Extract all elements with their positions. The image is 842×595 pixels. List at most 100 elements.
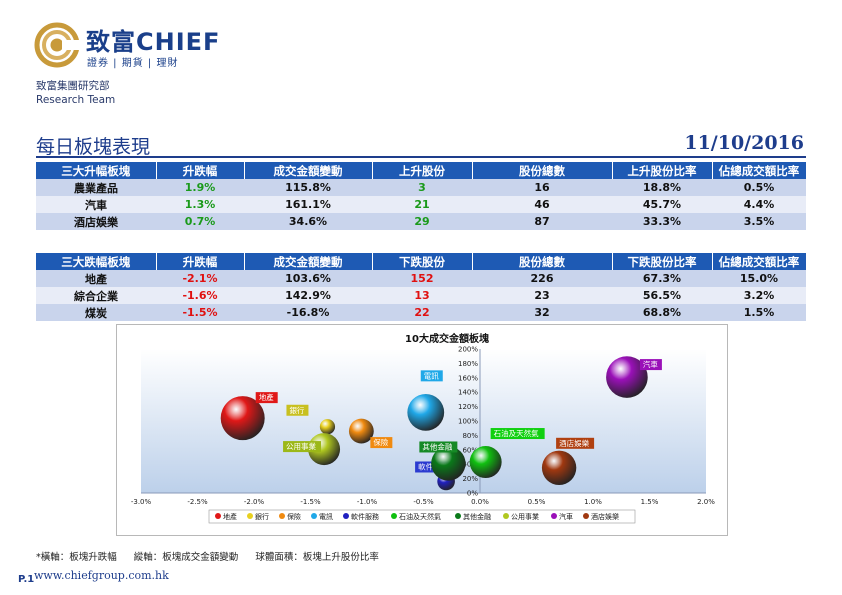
table-cell: 34.6% xyxy=(244,213,372,230)
table-row: 綜合企業 -1.6% 142.9% 13 23 56.5% 3.2% xyxy=(36,287,806,304)
chief-swirl-logo-icon xyxy=(34,22,80,68)
bubble-label: 汽車 xyxy=(643,359,658,369)
table-row: 農業產品 1.9% 115.8% 3 16 18.8% 0.5% xyxy=(36,179,806,196)
legend-label: 公用事業 xyxy=(511,512,539,521)
legend-marker xyxy=(503,513,509,519)
column-header: 升跌幅 xyxy=(156,162,245,179)
table-cell: 3 xyxy=(372,179,472,196)
table-cell: 農業產品 xyxy=(36,179,156,196)
legend-label: 電訊 xyxy=(319,512,333,521)
y-tick-label: 100% xyxy=(458,418,478,426)
bubble-chart-svg: 10大成交金額板塊 -3.0% -2.5% -2.0% -1.5% -1.0% -0.5%… xyxy=(131,332,715,524)
legend-label: 汽車 xyxy=(559,512,573,521)
y-tick-label: 0% xyxy=(467,490,478,498)
column-header: 成交金額變動 xyxy=(244,162,373,179)
table-cell: 1.9% xyxy=(156,179,244,196)
table-cell: 161.1% xyxy=(244,196,372,213)
column-header: 升跌幅 xyxy=(156,253,245,270)
table-header-row: 三大升幅板塊 升跌幅 成交金額變動 上升股份 股份總數 上升股份比率 佔總成交額… xyxy=(36,162,807,179)
bubble-label-bg xyxy=(419,441,458,453)
table-cell: 3.2% xyxy=(712,287,806,304)
y-tick-label: 140% xyxy=(458,389,478,397)
bubble-汽車 xyxy=(606,356,648,398)
table-cell: 142.9% xyxy=(244,287,372,304)
legend-box xyxy=(208,509,636,524)
bubble-酒店娛樂 xyxy=(541,450,577,485)
table-cell: 152 xyxy=(372,270,472,287)
table-cell: 115.8% xyxy=(244,179,372,196)
y-tick-label: 20% xyxy=(462,475,478,483)
legend-label: 軟件服務 xyxy=(351,512,379,521)
department-en: Research Team xyxy=(36,94,116,106)
column-header: 股份總數 xyxy=(472,162,613,179)
table-cell: 46 xyxy=(472,196,612,213)
column-header: 股份總數 xyxy=(472,253,613,270)
chart-legend: 地產 銀行 保險 電訊 軟件服務 石油及天然氣 其他金融 公用事業 汽車 酒店娛樂 xyxy=(208,509,636,524)
bubble-label: 地產 xyxy=(259,392,274,402)
legend-marker xyxy=(343,513,349,519)
legend-marker xyxy=(215,513,221,519)
column-header: 上升股份比率 xyxy=(612,162,713,179)
legend-marker xyxy=(247,513,253,519)
page-title: 每日板塊表現 xyxy=(36,136,151,158)
bubble-石油及天然氣 xyxy=(469,446,502,479)
chart-title: 10大成交金額板塊 xyxy=(405,332,489,345)
table-cell: 33.3% xyxy=(612,213,712,230)
bubble-label: 其他金融 xyxy=(422,441,452,451)
bubble-label: 公用事業 xyxy=(286,441,316,451)
y-tick-label: 60% xyxy=(462,446,478,454)
table-cell: 1.3% xyxy=(156,196,244,213)
y-tick-label: 180% xyxy=(458,360,478,368)
column-header: 佔總成交額比率 xyxy=(712,253,807,270)
bubble-銀行 xyxy=(319,419,336,435)
table-cell: -2.1% xyxy=(156,270,244,287)
bubble-地產 xyxy=(220,396,265,441)
x-tick-label: 0.0% xyxy=(471,498,489,506)
table-cell: -16.8% xyxy=(244,304,372,321)
x-tick-label: -0.5% xyxy=(413,498,434,506)
bubble-label-bg xyxy=(420,370,443,382)
legend-marker xyxy=(279,513,285,519)
table-cell: 22 xyxy=(372,304,472,321)
x-tick-label: -1.5% xyxy=(300,498,321,506)
table-cell: 226 xyxy=(472,270,612,287)
x-tick-label: 0.5% xyxy=(528,498,546,506)
size-note: 球體面積：板塊上升股份比率 xyxy=(255,552,379,563)
brand-name: 致富CHIEF xyxy=(86,22,220,57)
table-cell: 67.3% xyxy=(612,270,712,287)
table-cell: 地產 xyxy=(36,270,156,287)
company-logo: 致富CHIEF 證券 | 期貨 | 理財 xyxy=(34,22,244,72)
brand-name-en: CHIEF xyxy=(136,28,221,56)
table-cell: 29 xyxy=(372,213,472,230)
y-tick-label: 120% xyxy=(458,403,478,411)
table-cell: 87 xyxy=(472,213,612,230)
y-tick-label: 80% xyxy=(462,432,478,440)
table-cell: 68.8% xyxy=(612,304,712,321)
legend-label: 酒店娛樂 xyxy=(591,512,619,521)
report-date: 11/10/2016 xyxy=(684,132,804,154)
table-cell: 15.0% xyxy=(712,270,806,287)
table-cell: 56.5% xyxy=(612,287,712,304)
table-cell: 103.6% xyxy=(244,270,372,287)
table-cell: 1.5% xyxy=(712,304,806,321)
x-tick-label: 1.5% xyxy=(641,498,659,506)
legend-label: 保險 xyxy=(287,512,301,521)
bubble-保險 xyxy=(348,418,374,444)
y-axis-note: 縱軸：板塊成交金額變動 xyxy=(133,552,239,563)
bubble-label: 銀行 xyxy=(289,405,304,415)
table-cell: 18.8% xyxy=(612,179,712,196)
x-tick-label: -2.5% xyxy=(187,498,208,506)
x-tick-label: -2.0% xyxy=(244,498,265,506)
table-cell: 煤炭 xyxy=(36,304,156,321)
page-number: P.1 xyxy=(18,574,35,585)
column-header: 三大跌幅板塊 xyxy=(36,253,157,270)
legend-marker xyxy=(391,513,397,519)
bubble-label-bg xyxy=(286,404,309,416)
website-link[interactable]: www.chiefgroup.com.hk xyxy=(34,569,169,582)
table-cell: 13 xyxy=(372,287,472,304)
legend-marker xyxy=(551,513,557,519)
x-tick-label: 1.0% xyxy=(584,498,602,506)
x-tick-label: -3.0% xyxy=(131,498,152,506)
bubble-chart: 10大成交金額板塊 -3.0% -2.5% -2.0% -1.5% -1.0% -0.5%… xyxy=(116,324,728,536)
